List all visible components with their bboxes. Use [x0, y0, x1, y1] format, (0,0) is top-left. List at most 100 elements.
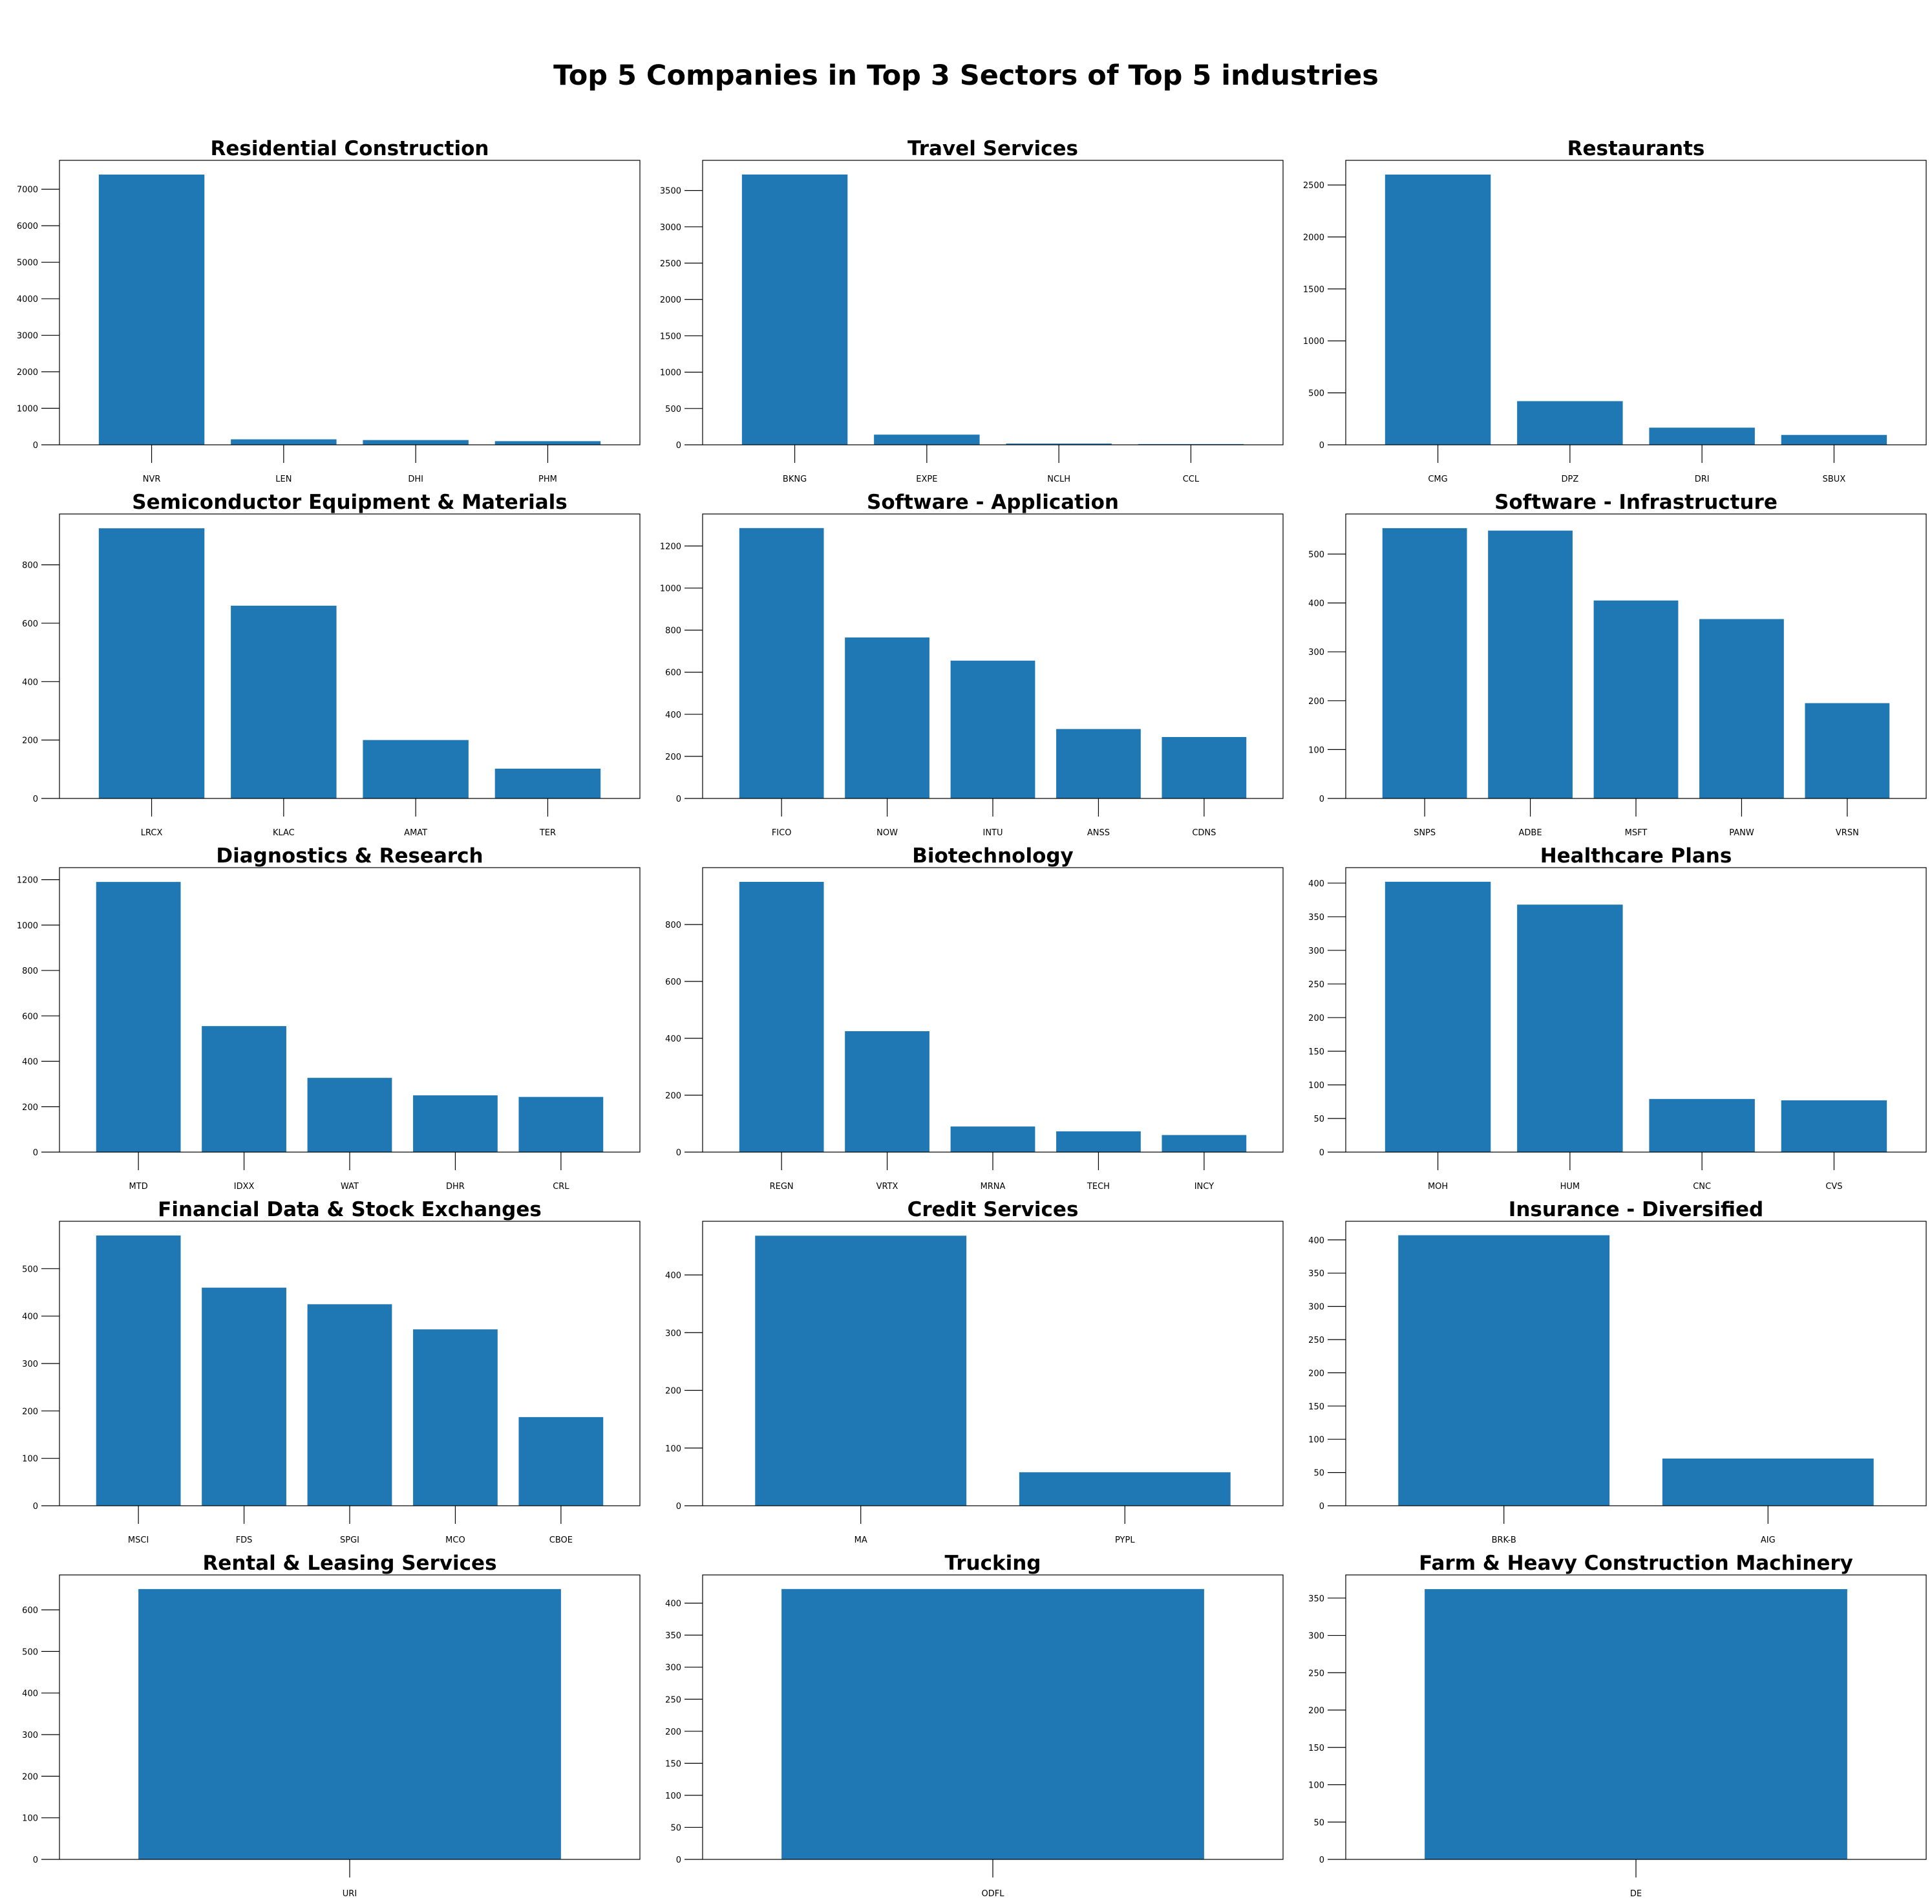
subplot-title: Insurance - Diversified: [1509, 1198, 1763, 1221]
y-tick-label: 100: [665, 1792, 681, 1801]
x-tick-label: BRK-B: [1492, 1535, 1516, 1545]
y-tick-label: 200: [22, 736, 38, 746]
bar-tech: [1056, 1131, 1141, 1152]
axes-frame: [1345, 160, 1927, 445]
bar-aig: [1662, 1459, 1874, 1506]
bar-msft: [1593, 600, 1679, 798]
axes-frame: [702, 160, 1284, 445]
bar-ter: [494, 768, 601, 798]
bar-klac: [231, 605, 337, 798]
axes-frame: [59, 513, 641, 799]
x-tick-label: NCLH: [1047, 475, 1070, 484]
y-tick-label: 200: [665, 1091, 681, 1101]
figure-title: Top 5 Companies in Top 3 Sectors of Top …: [553, 59, 1379, 92]
x-tick-label: SPGI: [340, 1535, 359, 1545]
x-tick-label: URI: [343, 1889, 357, 1899]
x-tick-label: CDNS: [1192, 828, 1216, 838]
y-tick-label: 100: [1308, 1781, 1324, 1791]
x-tick-label: PHM: [538, 475, 557, 484]
bar-cvs: [1781, 1100, 1887, 1152]
y-tick-label: 500: [1308, 550, 1324, 560]
y-tick-label: 400: [22, 1689, 38, 1699]
y-tick-label: 50: [1313, 1115, 1324, 1124]
y-tick-label: 350: [1308, 913, 1324, 923]
y-tick-label: 500: [665, 405, 681, 414]
y-tick-label: 50: [670, 1823, 681, 1833]
x-tick-label: ANSS: [1087, 828, 1110, 838]
x-tick-label: VRSN: [1836, 828, 1859, 838]
y-tick-label: 300: [1308, 1303, 1324, 1312]
subplot-title: Farm & Heavy Construction Machinery: [1419, 1552, 1853, 1575]
x-tick-label: DHI: [408, 475, 423, 484]
bar-dri: [1649, 427, 1755, 445]
bar-spgi: [307, 1304, 392, 1506]
bar-now: [845, 637, 929, 798]
axes-frame: [1345, 513, 1927, 799]
x-tick-label: MA: [855, 1535, 867, 1545]
axes-frame: [59, 1574, 641, 1860]
y-tick-label: 400: [665, 711, 681, 720]
y-tick-label: 800: [22, 967, 38, 976]
subplot-title: Rental & Leasing Services: [202, 1552, 496, 1575]
x-tick-label: DRI: [1695, 475, 1710, 484]
y-tick-label: 0: [676, 795, 681, 804]
y-tick-label: 150: [1308, 1047, 1324, 1057]
bar-wat: [307, 1078, 392, 1152]
x-tick-label: INCY: [1194, 1182, 1214, 1192]
axes-frame: [59, 160, 641, 445]
y-tick-label: 0: [676, 1148, 681, 1158]
y-tick-label: 250: [1308, 1336, 1324, 1345]
y-tick-label: 200: [1308, 1706, 1324, 1716]
y-tick-label: 250: [665, 1695, 681, 1705]
y-tick-label: 1000: [660, 369, 681, 378]
y-tick-label: 600: [665, 669, 681, 678]
x-tick-label: TECH: [1087, 1182, 1110, 1192]
y-tick-label: 4000: [17, 295, 38, 305]
y-tick-label: 3500: [660, 187, 681, 197]
bar-cboe: [518, 1417, 604, 1506]
y-tick-label: 800: [665, 921, 681, 930]
y-tick-label: 0: [676, 1856, 681, 1865]
y-tick-label: 400: [1308, 1236, 1324, 1246]
y-tick-label: 200: [1308, 1369, 1324, 1378]
x-tick-label: CCL: [1183, 475, 1200, 484]
y-tick-label: 800: [665, 626, 681, 636]
y-tick-label: 1000: [660, 584, 681, 594]
bar-cnc: [1649, 1098, 1755, 1152]
x-tick-label: DE: [1630, 1889, 1642, 1899]
bar-regn: [739, 882, 824, 1152]
x-tick-label: EXPE: [916, 475, 937, 484]
x-tick-label: BKNG: [783, 475, 807, 484]
bar-lrcx: [98, 528, 205, 798]
y-tick-label: 300: [665, 1329, 681, 1338]
bar-dhr: [413, 1095, 498, 1152]
x-tick-label: FDS: [236, 1535, 253, 1545]
y-tick-label: 0: [676, 441, 681, 451]
bar-uri: [138, 1588, 561, 1859]
y-tick-label: 0: [1319, 1856, 1324, 1865]
y-tick-label: 200: [22, 1407, 38, 1417]
y-tick-label: 2000: [660, 295, 681, 305]
x-tick-label: CRL: [553, 1182, 569, 1192]
y-tick-label: 2500: [1303, 181, 1324, 191]
axes-frame: [1345, 1574, 1927, 1860]
bar-msci: [96, 1235, 181, 1506]
y-tick-label: 300: [1308, 648, 1324, 658]
bar-len: [231, 439, 337, 445]
bar-dhi: [363, 440, 469, 445]
y-tick-label: 100: [22, 1455, 38, 1464]
bar-mco: [413, 1329, 498, 1506]
x-tick-label: AMAT: [404, 828, 427, 838]
subplot-title: Credit Services: [908, 1198, 1079, 1221]
x-tick-label: CNC: [1693, 1182, 1711, 1192]
subplot-title: Travel Services: [908, 137, 1078, 160]
y-tick-label: 150: [1308, 1744, 1324, 1753]
y-tick-label: 300: [1308, 947, 1324, 956]
bar-vrsn: [1805, 703, 1890, 798]
y-tick-label: 100: [1308, 1081, 1324, 1091]
x-tick-label: MSCI: [128, 1535, 149, 1545]
x-tick-label: DHR: [446, 1182, 465, 1192]
y-tick-label: 100: [22, 1814, 38, 1824]
y-tick-label: 100: [665, 1444, 681, 1454]
